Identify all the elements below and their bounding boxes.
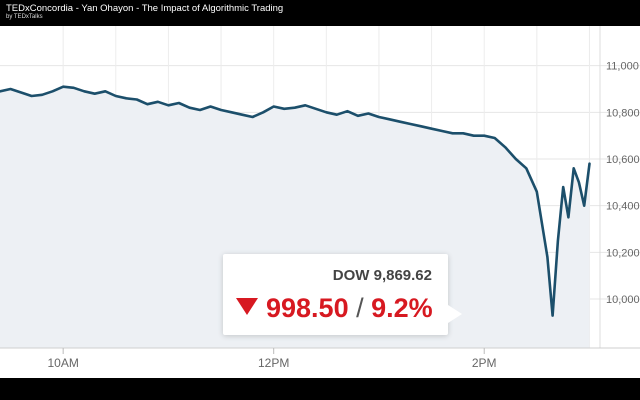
y-tick-label: 11,000 bbox=[606, 61, 639, 73]
x-tick-label: 12PM bbox=[258, 356, 289, 370]
video-channel[interactable]: by TEDxTalks bbox=[6, 14, 43, 20]
video-bottom-bar bbox=[0, 378, 640, 400]
change-points: 998.50 bbox=[266, 293, 349, 323]
down-triangle-icon bbox=[236, 298, 258, 316]
x-tick-label: 10AM bbox=[47, 356, 78, 370]
x-tick-label: 2PM bbox=[472, 356, 497, 370]
series-line bbox=[0, 85, 591, 317]
video-title[interactable]: TEDxConcordia - Yan Ohayon - The Impact … bbox=[6, 3, 284, 14]
change-percent: 9.2% bbox=[371, 293, 433, 323]
y-tick-label: 10,200 bbox=[606, 247, 640, 259]
dow-change: 998.50 / 9.2% bbox=[236, 293, 433, 324]
y-tick-label: 10,400 bbox=[606, 201, 640, 213]
y-tick-label: 10,800 bbox=[606, 107, 640, 119]
video-frame: 11,000 10,800 10,600 10,400 10,200 10,000 10AM… bbox=[0, 26, 640, 378]
video-title-bar: TEDxConcordia - Yan Ohayon - The Impact … bbox=[0, 0, 640, 26]
y-tick-label: 10,600 bbox=[606, 154, 640, 166]
dow-index-label: DOW 9,869.62 bbox=[332, 267, 432, 284]
change-separator: / bbox=[356, 293, 364, 323]
dow-callout: DOW 9,869.62 998.50 / 9.2% bbox=[223, 254, 462, 335]
y-tick-label: 10,000 bbox=[606, 294, 640, 306]
